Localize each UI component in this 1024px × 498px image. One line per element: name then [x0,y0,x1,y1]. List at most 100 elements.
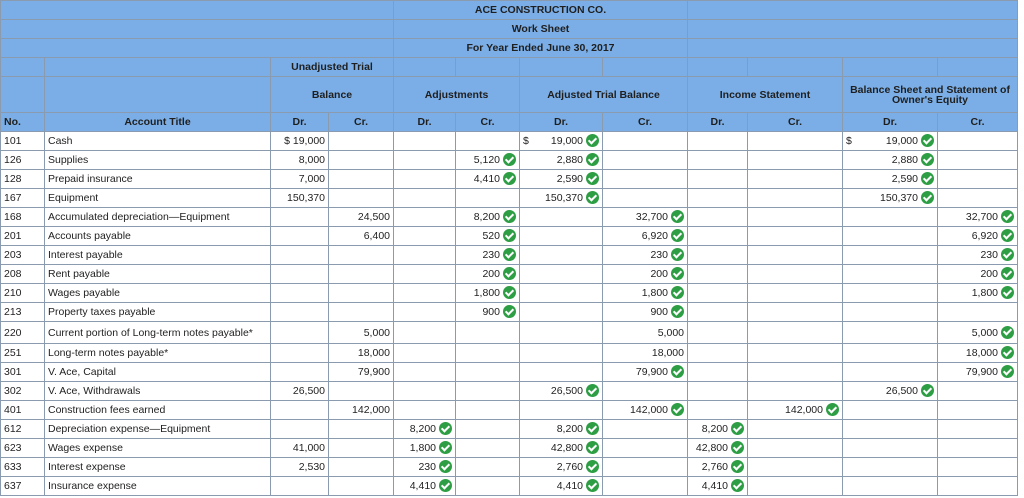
cell-isd[interactable] [687,264,748,284]
cell-bsc[interactable] [937,419,1018,439]
cell-ad[interactable] [393,131,456,151]
cell-bsd[interactable] [842,419,938,439]
cell-atd[interactable] [519,400,603,420]
cell-ac[interactable] [455,362,520,382]
cell-isd[interactable] [687,131,748,151]
cell-ac[interactable] [455,457,520,477]
cell-ac[interactable] [455,321,520,344]
cell-ad[interactable] [393,207,456,227]
cell-isc[interactable] [747,419,843,439]
cell-atc[interactable] [602,150,688,170]
cell-isc[interactable] [747,207,843,227]
cell-isc[interactable] [747,169,843,189]
cell-isc[interactable] [747,457,843,477]
cell-bsc[interactable] [937,150,1018,170]
cell-atd[interactable] [519,283,603,303]
cell-bsd[interactable] [842,321,938,344]
cell-isc[interactable] [747,438,843,458]
cell-isc[interactable] [747,245,843,265]
cell-bsd[interactable] [842,226,938,246]
cell-atc[interactable] [602,169,688,189]
cell-bsd[interactable]: $19,000 [842,131,938,151]
cell-bsc[interactable]: 200 [937,264,1018,284]
cell-atd[interactable]: 8,200 [519,419,603,439]
cell-isc[interactable] [747,362,843,382]
cell-ad[interactable] [393,283,456,303]
cell-ac[interactable]: 5,120 [455,150,520,170]
cell-bsc[interactable] [937,457,1018,477]
cell-bsc[interactable] [937,169,1018,189]
cell-ac[interactable] [455,131,520,151]
cell-bsc[interactable] [937,476,1018,496]
cell-bsc[interactable] [937,188,1018,208]
cell-isc[interactable] [747,321,843,344]
cell-bsd[interactable]: 150,370 [842,188,938,208]
cell-ad[interactable] [393,381,456,401]
cell-isc[interactable] [747,150,843,170]
cell-atd[interactable]: 2,760 [519,457,603,477]
cell-bsd[interactable] [842,283,938,303]
cell-ac[interactable]: 4,410 [455,169,520,189]
cell-ad[interactable] [393,226,456,246]
cell-ad[interactable]: 230 [393,457,456,477]
cell-isd[interactable] [687,362,748,382]
cell-atc[interactable] [602,438,688,458]
cell-isc[interactable]: 142,000 [747,400,843,420]
cell-ad[interactable] [393,188,456,208]
cell-bsd[interactable] [842,438,938,458]
cell-isd[interactable] [687,321,748,344]
cell-ac[interactable] [455,188,520,208]
cell-atd[interactable] [519,362,603,382]
cell-ac[interactable] [455,381,520,401]
cell-bsd[interactable] [842,476,938,496]
cell-atd[interactable]: $19,000 [519,131,603,151]
cell-atc[interactable]: 230 [602,245,688,265]
cell-atc[interactable]: 18,000 [602,343,688,363]
cell-isc[interactable] [747,302,843,322]
cell-ac[interactable] [455,476,520,496]
cell-ad[interactable] [393,362,456,382]
cell-atd[interactable] [519,207,603,227]
cell-isc[interactable] [747,343,843,363]
cell-atd[interactable] [519,343,603,363]
cell-bsd[interactable]: 2,880 [842,150,938,170]
cell-isd[interactable] [687,245,748,265]
cell-atc[interactable] [602,476,688,496]
cell-isc[interactable] [747,226,843,246]
cell-atc[interactable]: 5,000 [602,321,688,344]
cell-bsc[interactable]: 5,000 [937,321,1018,344]
cell-bsc[interactable] [937,438,1018,458]
cell-bsd[interactable]: 2,590 [842,169,938,189]
cell-bsc[interactable] [937,381,1018,401]
cell-atc[interactable] [602,131,688,151]
cell-bsc[interactable]: 32,700 [937,207,1018,227]
cell-ac[interactable]: 8,200 [455,207,520,227]
cell-bsc[interactable]: 79,900 [937,362,1018,382]
cell-ad[interactable] [393,150,456,170]
cell-isd[interactable] [687,283,748,303]
cell-ac[interactable] [455,400,520,420]
cell-bsd[interactable] [842,264,938,284]
cell-bsc[interactable]: 230 [937,245,1018,265]
cell-atd[interactable]: 2,590 [519,169,603,189]
cell-atd[interactable] [519,264,603,284]
cell-atd[interactable]: 2,880 [519,150,603,170]
cell-bsd[interactable] [842,457,938,477]
cell-atd[interactable] [519,245,603,265]
cell-isd[interactable] [687,400,748,420]
cell-atc[interactable]: 142,000 [602,400,688,420]
cell-atc[interactable]: 32,700 [602,207,688,227]
cell-isc[interactable] [747,381,843,401]
cell-ad[interactable] [393,169,456,189]
cell-atd[interactable] [519,321,603,344]
cell-isd[interactable] [687,207,748,227]
cell-ad[interactable] [393,245,456,265]
cell-atd[interactable] [519,226,603,246]
cell-bsd[interactable] [842,400,938,420]
cell-bsc[interactable] [937,302,1018,322]
cell-isd[interactable] [687,381,748,401]
cell-atc[interactable]: 1,800 [602,283,688,303]
cell-ad[interactable] [393,302,456,322]
cell-ad[interactable]: 1,800 [393,438,456,458]
cell-ac[interactable]: 520 [455,226,520,246]
